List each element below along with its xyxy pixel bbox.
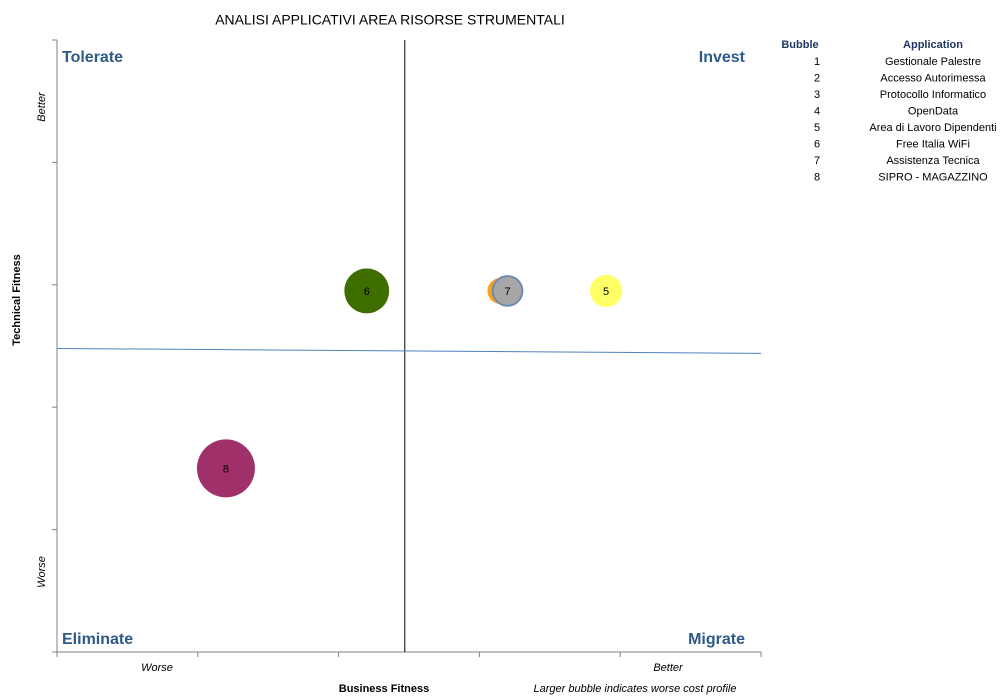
quadrant-label: Tolerate	[62, 49, 123, 66]
quadrant-label: Migrate	[688, 631, 745, 648]
legend-application: Area di Lavoro Dipendenti	[869, 122, 996, 134]
bubble	[491, 275, 524, 307]
y-low-label: Worse	[36, 556, 48, 588]
legend-header: Bubble	[781, 39, 818, 51]
x-axis-label: Business Fitness	[339, 683, 429, 695]
bubble-label: 8	[223, 463, 229, 475]
legend-number: 6	[814, 138, 820, 150]
bubble	[589, 274, 623, 308]
y-high-label: Better	[36, 91, 48, 122]
legend-application: Gestionale Palestre	[885, 56, 981, 68]
legend-number: 8	[814, 171, 820, 183]
bubble-label: 6	[364, 286, 370, 298]
chart-title: ANALISI APPLICATIVI AREA RISORSE STRUMEN…	[215, 12, 565, 28]
legend-number: 4	[814, 105, 820, 117]
legend-number: 3	[814, 89, 820, 101]
legend-header: Application	[903, 39, 963, 51]
legend-application: SIPRO - MAGAZZINO	[878, 171, 988, 183]
bubble	[344, 268, 390, 314]
legend-number: 2	[814, 72, 820, 84]
quadrant-label: Invest	[699, 49, 746, 66]
quadrant-line	[56, 347, 762, 354]
legend-application: Free Italia WiFi	[896, 138, 970, 150]
legend-application: OpenData	[908, 105, 959, 117]
note: Larger bubble indicates worse cost profi…	[533, 683, 736, 695]
legend-number: 5	[814, 122, 820, 134]
bubble-label: 7	[504, 286, 510, 298]
legend-number: 1	[814, 56, 820, 68]
y-axis-label: Technical Fitness	[11, 254, 23, 346]
x-low-label: Worse	[141, 662, 173, 674]
legend-application: Accesso Autorimessa	[880, 72, 986, 84]
bubble	[196, 439, 255, 498]
legend-application: Protocollo Informatico	[880, 89, 986, 101]
legend-application: Assistenza Tecnica	[886, 155, 980, 167]
x-high-label: Better	[653, 662, 684, 674]
legend-number: 7	[814, 155, 820, 167]
bubble-label: 5	[603, 286, 609, 298]
quadrant-label: Eliminate	[62, 631, 133, 648]
